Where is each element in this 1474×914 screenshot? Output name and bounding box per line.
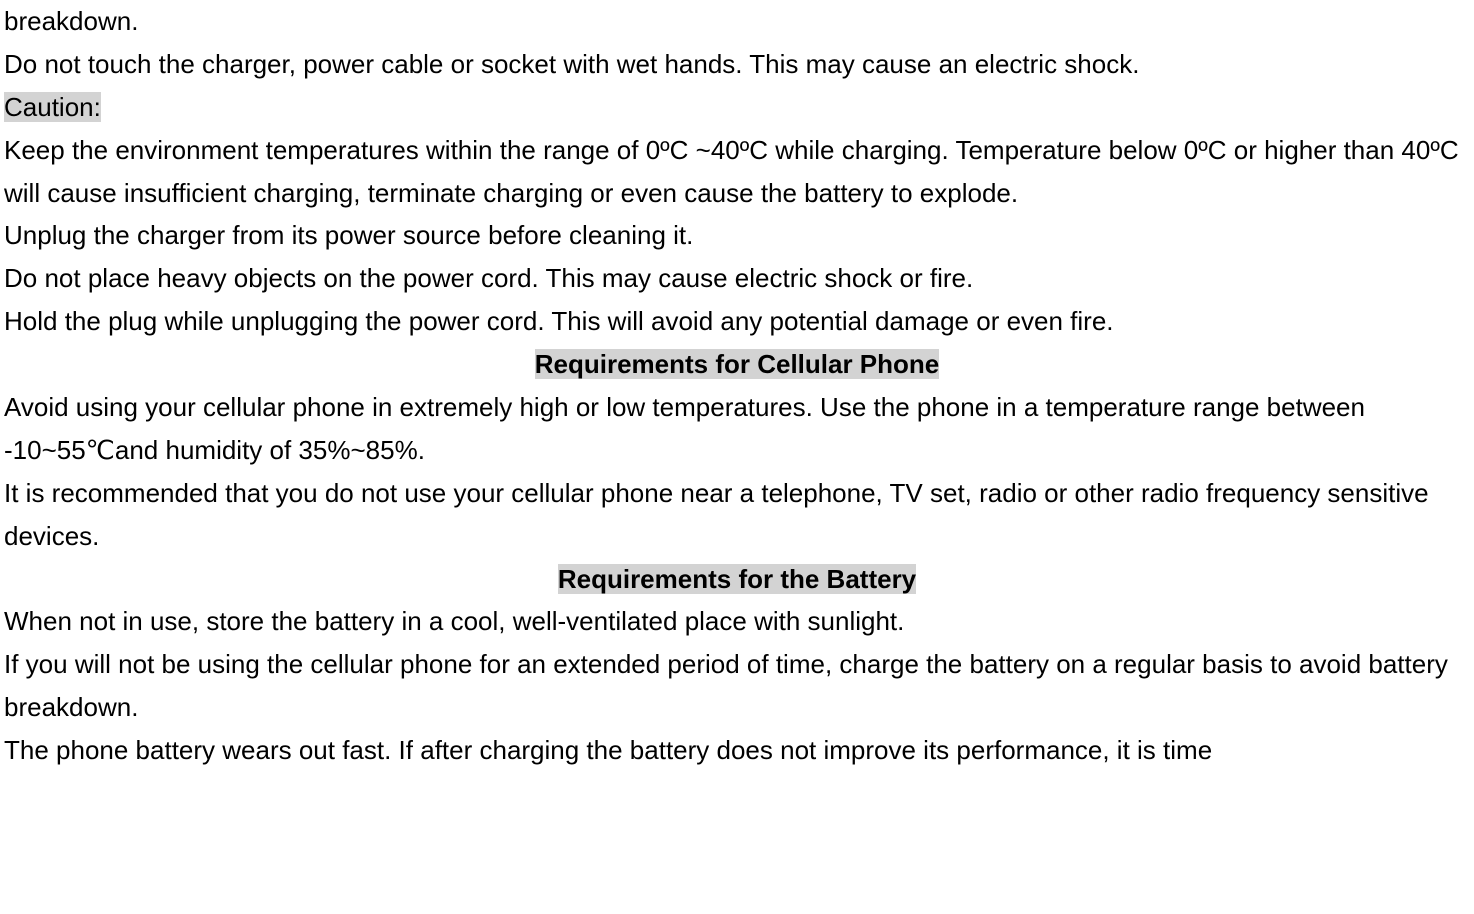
- paragraph-store-battery: When not in use, store the battery in a …: [4, 600, 1470, 643]
- paragraph-temperature: Keep the environment temperatures within…: [4, 129, 1470, 215]
- paragraph-unplug: Unplug the charger from its power source…: [4, 214, 1470, 257]
- caution-line: Caution:: [4, 86, 1470, 129]
- heading-battery-text: Requirements for the Battery: [558, 564, 916, 594]
- paragraph-charge-regular: If you will not be using the cellular ph…: [4, 643, 1470, 729]
- paragraph-breakdown: breakdown.: [4, 0, 1470, 43]
- paragraph-rf-devices: It is recommended that you do not use yo…: [4, 472, 1470, 558]
- heading-cellular-phone: Requirements for Cellular Phone: [4, 343, 1470, 386]
- heading-cellular-phone-text: Requirements for Cellular Phone: [535, 349, 940, 379]
- paragraph-heavy-objects: Do not place heavy objects on the power …: [4, 257, 1470, 300]
- paragraph-wet-hands: Do not touch the charger, power cable or…: [4, 43, 1470, 86]
- paragraph-wears-out: The phone battery wears out fast. If aft…: [4, 729, 1470, 772]
- heading-battery: Requirements for the Battery: [4, 558, 1470, 601]
- paragraph-hold-plug: Hold the plug while unplugging the power…: [4, 300, 1470, 343]
- caution-label: Caution:: [4, 92, 101, 122]
- paragraph-temp-humidity: Avoid using your cellular phone in extre…: [4, 386, 1470, 472]
